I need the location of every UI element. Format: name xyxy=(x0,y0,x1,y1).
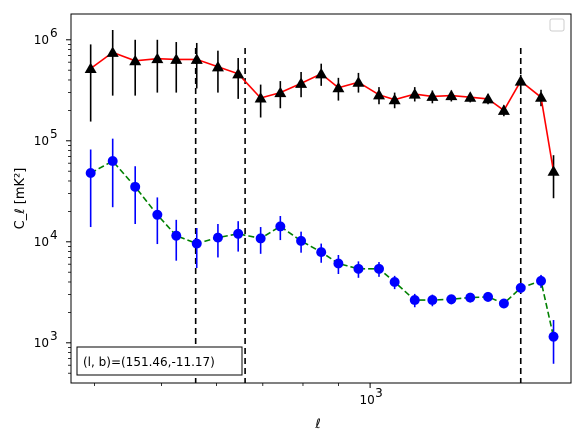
data-point xyxy=(388,93,401,105)
data-point xyxy=(233,228,244,239)
y-axis-label: C_ℓ [mK²] xyxy=(13,168,28,230)
data-point xyxy=(84,62,97,73)
data-point xyxy=(274,86,287,98)
data-point xyxy=(548,331,559,342)
y-tick-label: 10 xyxy=(34,134,49,148)
data-point xyxy=(171,230,182,241)
axis-ticks: 10 310 410 510 610 3 xyxy=(34,26,383,407)
data-point xyxy=(106,46,119,57)
data-point xyxy=(129,54,142,66)
data-point xyxy=(497,104,510,115)
data-point xyxy=(465,292,476,303)
y-tick-label: 10 xyxy=(34,235,49,249)
data-point xyxy=(255,233,266,244)
data-point xyxy=(152,209,163,220)
annotation: (l, b)=(151.46,-11.17) xyxy=(76,346,243,376)
data-point xyxy=(190,53,203,64)
data-point xyxy=(389,276,400,287)
data-point xyxy=(275,221,286,232)
legend-box xyxy=(549,18,565,32)
chart-series xyxy=(84,29,560,364)
y-tick-label-exp: 4 xyxy=(50,228,58,242)
data-point xyxy=(212,232,223,243)
y-tick-label: 10 xyxy=(34,33,49,47)
data-point xyxy=(498,298,509,309)
data-point xyxy=(85,167,96,178)
data-point xyxy=(373,263,384,274)
data-point xyxy=(464,91,477,102)
data-point xyxy=(191,238,202,249)
data-point xyxy=(547,165,560,176)
data-point xyxy=(232,67,245,79)
data-point xyxy=(372,88,385,100)
x-tick-label-exp: 3 xyxy=(375,386,383,400)
data-point xyxy=(296,235,307,246)
data-point xyxy=(316,247,327,258)
data-point xyxy=(446,294,457,305)
data-point xyxy=(151,52,164,64)
data-point xyxy=(170,53,183,64)
y-tick-label-exp: 3 xyxy=(50,329,58,343)
data-point xyxy=(211,60,224,72)
y-tick-label: 10 xyxy=(34,336,49,350)
data-point xyxy=(295,77,308,88)
data-point xyxy=(409,295,420,306)
x-axis-label: ℓ xyxy=(314,417,320,432)
data-point xyxy=(254,92,267,103)
plot-area xyxy=(70,13,572,384)
chart-vlines xyxy=(194,48,522,383)
y-tick-label-exp: 6 xyxy=(50,26,58,40)
annotation-text: (l, b)=(151.46,-11.17) xyxy=(83,355,215,369)
data-point xyxy=(426,90,439,101)
data-point xyxy=(332,81,345,93)
data-point xyxy=(353,263,364,274)
data-point xyxy=(333,258,344,269)
data-point xyxy=(483,291,494,302)
data-point xyxy=(408,88,421,99)
data-point xyxy=(130,181,141,192)
annotation-box xyxy=(76,346,243,376)
data-point xyxy=(482,92,495,104)
data-point xyxy=(535,91,548,102)
data-point xyxy=(445,89,458,101)
data-point xyxy=(315,67,328,79)
data-point xyxy=(515,282,526,293)
x-tick-label: 10 xyxy=(359,393,374,407)
data-point xyxy=(514,75,527,86)
y-tick-label-exp: 5 xyxy=(50,127,58,141)
data-point xyxy=(536,275,547,286)
data-point xyxy=(427,295,438,306)
data-point xyxy=(352,76,365,87)
data-point xyxy=(107,156,118,167)
